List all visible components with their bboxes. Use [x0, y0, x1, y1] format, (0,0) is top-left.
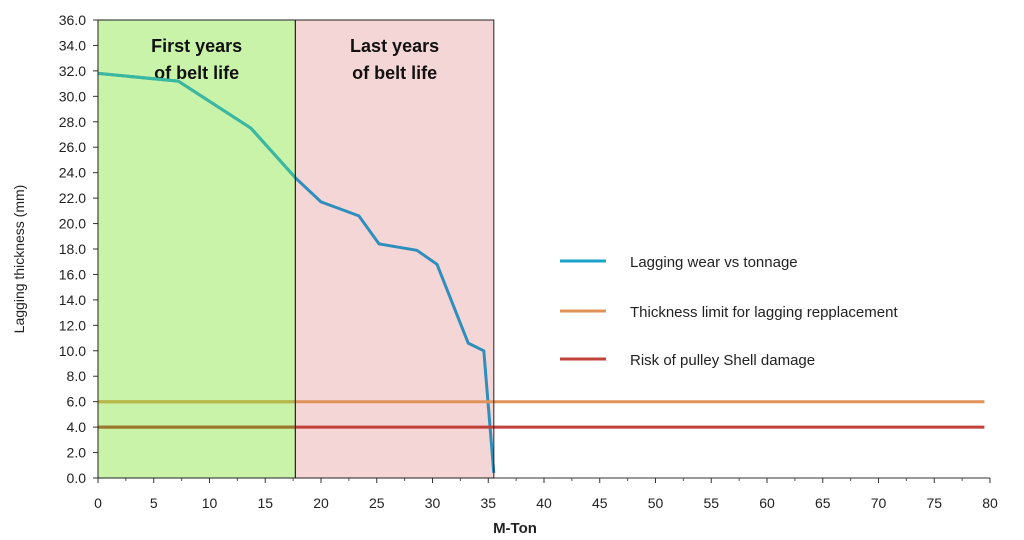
y-tick-label: 20.0	[59, 216, 86, 232]
zone-first-label-line1: First years	[151, 36, 242, 56]
y-tick-label: 4.0	[67, 419, 87, 435]
x-tick-label: 0	[94, 495, 102, 511]
legend-label: Lagging wear vs tonnage	[630, 254, 798, 271]
y-tick-label: 26.0	[59, 139, 86, 155]
series-line-first-zone	[98, 71, 296, 180]
x-tick-label: 35	[480, 495, 496, 511]
y-tick-label: 16.0	[59, 266, 86, 282]
x-tick-label: 80	[982, 495, 998, 511]
y-tick-label: 6.0	[67, 394, 87, 410]
y-axis-title: Lagging thickness (mm)	[11, 185, 27, 334]
zone-last-years	[295, 20, 494, 478]
y-tick-label: 34.0	[59, 37, 86, 53]
y-tick-label: 36.0	[59, 12, 86, 28]
y-tick-label: 14.0	[59, 292, 86, 308]
x-tick-label: 25	[369, 495, 385, 511]
x-axis-title: M-Ton	[493, 520, 537, 537]
y-tick-label: 2.0	[67, 445, 87, 461]
x-tick-label: 65	[815, 495, 831, 511]
zone-first-label-line2: of belt life	[154, 63, 239, 83]
series-1	[98, 400, 985, 404]
y-tick-label: 28.0	[59, 114, 86, 130]
legend-label: Risk of pulley Shell damage	[630, 352, 815, 369]
zone-last-label-line1: Last years	[350, 36, 439, 56]
legend: Lagging wear vs tonnage Thickness limit …	[560, 254, 898, 369]
x-tick-label: 20	[313, 495, 329, 511]
x-tick-label: 60	[759, 495, 775, 511]
y-tick-label: 22.0	[59, 190, 86, 206]
zone-last-border	[294, 19, 495, 479]
y-tick-labels: 0.0 2.0 4.0 6.0 8.0 10.0 12.0 14.0 16.0 …	[59, 12, 86, 486]
x-tick-label: 5	[150, 495, 158, 511]
y-tick-label: 12.0	[59, 317, 86, 333]
x-tick-label: 45	[592, 495, 608, 511]
x-axis-ticks	[97, 478, 991, 483]
x-tick-labels: 0 5 10 15 20 25 30 35 40 45 50 55 60 65 …	[94, 495, 998, 511]
series-layer	[97, 71, 985, 474]
y-tick-label: 0.0	[67, 470, 87, 486]
y-tick-label: 24.0	[59, 165, 86, 181]
series-2	[98, 425, 985, 429]
x-tick-label: 75	[926, 495, 942, 511]
y-tick-label: 32.0	[59, 63, 86, 79]
x-tick-label: 10	[202, 495, 218, 511]
zone-last-label-line2: of belt life	[352, 63, 437, 83]
x-tick-label: 15	[257, 495, 273, 511]
series-0	[97, 71, 496, 474]
y-tick-label: 30.0	[59, 88, 86, 104]
y-axis-ticks	[93, 19, 98, 479]
x-tick-label: 30	[425, 495, 441, 511]
legend-label: Thickness limit for lagging repplacement	[630, 304, 898, 321]
x-tick-label: 40	[536, 495, 552, 511]
x-tick-label: 50	[648, 495, 664, 511]
y-tick-label: 10.0	[59, 343, 86, 359]
y-tick-label: 18.0	[59, 241, 86, 257]
y-tick-label: 8.0	[67, 368, 87, 384]
zone-first-years	[98, 20, 296, 478]
x-tick-label: 70	[871, 495, 887, 511]
x-tick-label: 55	[703, 495, 719, 511]
